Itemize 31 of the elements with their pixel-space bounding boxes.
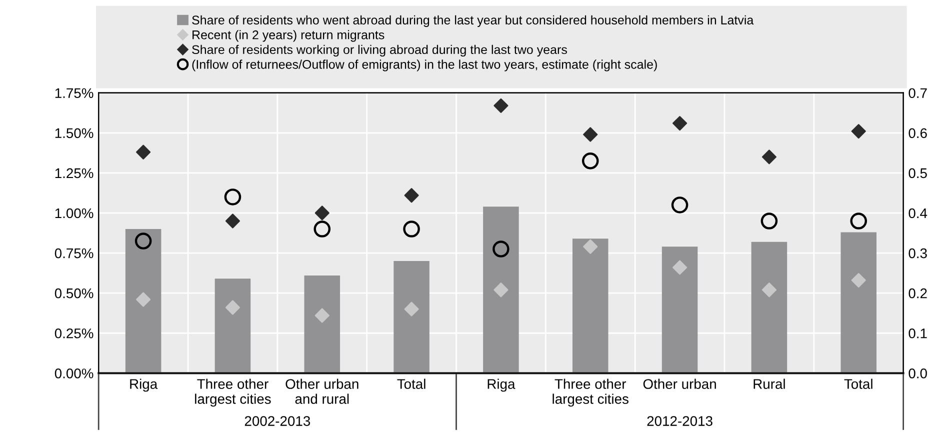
legend-label: Share of residents who went abroad during the last year but considered household members in Latvia [192, 15, 754, 27]
y-tick-label: 0.00% [54, 368, 94, 378]
x-tick-label: Other urban [643, 378, 716, 389]
x-tick-label: Three other largest cities [195, 378, 271, 407]
x-tick-label: Three other largest cities [552, 378, 628, 407]
y2-tick-label: 0.4 [908, 208, 928, 218]
x-tick-label: Total [844, 378, 872, 389]
x-tick-label: Riga [488, 378, 516, 392]
y2-tick-label: 0.0 [908, 368, 927, 378]
y-tick-label: 1.75% [55, 88, 94, 98]
y2-tick-label: 0.6 [908, 128, 927, 138]
y2-tick-label: 0.3 [908, 248, 927, 258]
y2-tick-label: 0.2 [908, 288, 927, 298]
y-tick-label: 0.75% [54, 248, 94, 258]
x-tick-label: Total [397, 378, 426, 389]
y-tick-label: 1.00% [55, 208, 94, 218]
y2-tick-label: 0.1 [908, 328, 927, 338]
y-tick-label: 0.50% [54, 288, 94, 298]
x-tick-label: Riga [130, 378, 158, 392]
legend-label: (Inflow of returnees/Outflow of emigrants) in the last two years, estimate (right scale) [192, 60, 657, 72]
legend-label: Recent (in 2 years) return migrants [192, 30, 384, 42]
text: 2012-2013 [647, 416, 712, 426]
y-tick-label: 1.50% [55, 128, 94, 138]
y-tick-label: 0.25% [54, 328, 94, 338]
x-tick-label: Rural [754, 378, 785, 389]
legend-label: Share of residents working or living abroad during the last two years [192, 44, 567, 57]
y2-tick-label: 0.5 [908, 168, 927, 178]
text: 2002-2013 [244, 416, 310, 426]
y2-tick-label: 0.7 [908, 88, 927, 98]
x-tick-label: Other urban and rural [286, 378, 358, 404]
y-tick-label: 1.25% [55, 168, 94, 178]
